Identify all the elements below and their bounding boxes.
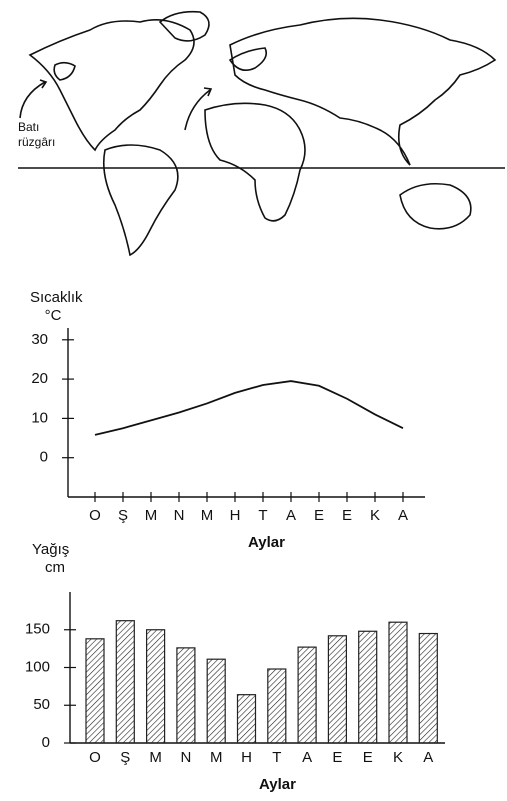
x-tick-label: A — [286, 507, 296, 524]
bar — [358, 630, 378, 744]
bar — [115, 620, 135, 744]
y-axis-unit: °C — [45, 307, 62, 324]
bar — [418, 632, 438, 744]
wind-label: rüzgârı — [18, 135, 55, 149]
y-tick-label: 10 — [31, 409, 48, 426]
y-tick-label: 0 — [42, 734, 50, 751]
x-axis-title: Aylar — [259, 776, 296, 793]
bar — [176, 647, 196, 744]
bar — [206, 658, 226, 744]
bar — [297, 646, 317, 744]
x-tick-label: H — [230, 507, 241, 524]
y-tick-label: 20 — [31, 370, 48, 387]
x-tick-label: T — [258, 507, 267, 524]
x-tick-label: A — [302, 749, 312, 766]
x-tick-label: O — [89, 749, 101, 766]
bar — [85, 638, 105, 744]
y-tick-label: 100 — [25, 658, 50, 675]
x-axis-title: Aylar — [248, 534, 285, 551]
x-tick-label: K — [370, 507, 380, 524]
x-tick-label: M — [201, 507, 214, 524]
x-tick-label: E — [342, 507, 352, 524]
x-tick-label: T — [272, 749, 281, 766]
x-tick-label: A — [423, 749, 433, 766]
x-tick-label: E — [332, 749, 342, 766]
y-tick-label: 30 — [31, 331, 48, 348]
x-tick-label: K — [393, 749, 403, 766]
bar — [146, 629, 166, 744]
x-tick-label: N — [174, 507, 185, 524]
x-tick-label: A — [398, 507, 408, 524]
x-tick-label: M — [149, 749, 162, 766]
y-tick-label: 0 — [40, 449, 48, 466]
y-axis-title: Yağış — [32, 541, 69, 558]
wind-label: Batı — [18, 120, 39, 134]
y-tick-label: 150 — [25, 621, 50, 638]
x-tick-label: H — [241, 749, 252, 766]
x-tick-label: O — [89, 507, 101, 524]
bar — [267, 668, 287, 744]
x-tick-label: M — [210, 749, 223, 766]
y-axis-title: Sıcaklık — [30, 289, 83, 306]
x-tick-label: E — [363, 749, 373, 766]
y-axis-unit: cm — [45, 559, 65, 576]
bar — [327, 635, 347, 744]
x-tick-label: M — [145, 507, 158, 524]
world-map — [18, 10, 505, 257]
bar — [388, 621, 408, 744]
x-tick-label: E — [314, 507, 324, 524]
x-tick-label: N — [180, 749, 191, 766]
x-tick-label: Ş — [120, 749, 130, 766]
temperature-line — [94, 380, 404, 436]
y-tick-label: 50 — [33, 696, 50, 713]
x-tick-label: Ş — [118, 507, 128, 524]
bar — [236, 694, 257, 744]
